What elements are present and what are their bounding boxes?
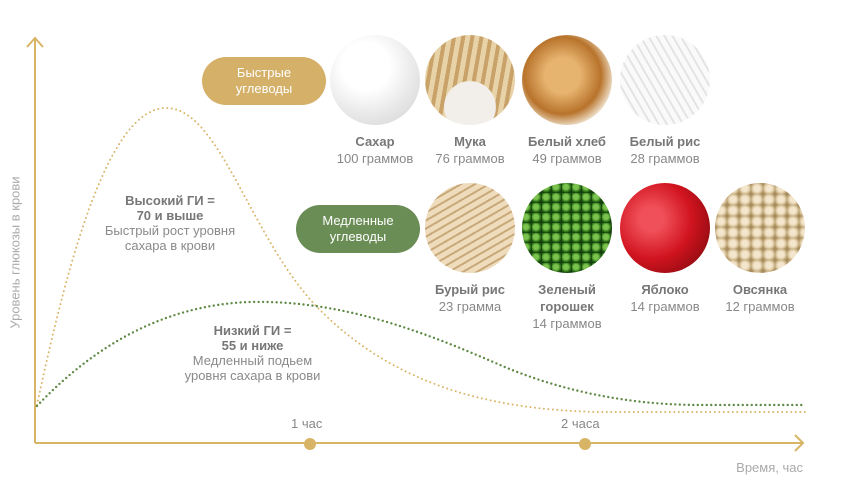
food-oats: Овсянка 12 граммов [710, 183, 810, 315]
x-axis [35, 434, 805, 452]
low-gi-desc2: уровня сахара в крови [184, 368, 321, 383]
y-axis [26, 36, 44, 443]
food-white-rice: Белый рис 28 граммов [615, 35, 715, 167]
food-name: Овсянка [732, 282, 788, 297]
food-flour: Мука 76 граммов [420, 35, 520, 167]
red-apple-image [620, 183, 710, 273]
tick-1h [304, 438, 316, 450]
low-gi-title2: 55 и ниже [221, 338, 284, 353]
food-amount: 12 граммов [725, 299, 795, 314]
food-name: Мука [454, 134, 486, 149]
low-gi-desc1: Медленный подьем [192, 353, 313, 368]
oat-flakes-image [715, 183, 805, 273]
brown-rice-image [425, 183, 515, 273]
y-axis-label: Уровень глюкозы в крови [7, 176, 23, 329]
food-amount: 100 граммов [336, 151, 414, 166]
low-gi-note: Низкий ГИ = 55 и ниже Медленный подьем у… [170, 323, 335, 383]
tick-label-1h: 1 час [291, 416, 323, 431]
white-bread-image [522, 35, 612, 125]
white-rice-image [620, 35, 710, 125]
food-name: Белый рис [629, 134, 701, 149]
low-gi-curve [35, 300, 807, 408]
tick-label-2h: 2 часа [561, 416, 600, 431]
food-name: Зеленый горошек [538, 282, 596, 314]
fast-label2: углеводы [235, 81, 293, 96]
food-sugar: Сахар 100 граммов [325, 35, 425, 167]
fast-carbs-badge: Быстрые углеводы [202, 57, 326, 105]
flour-wheat-image [425, 35, 515, 125]
food-apple: Яблоко 14 граммов [615, 183, 715, 315]
high-gi-desc1: Быстрый рост уровня [104, 223, 236, 238]
tick-2h [579, 438, 591, 450]
food-amount: 23 грамма [438, 299, 502, 314]
food-amount: 14 граммов [630, 299, 700, 314]
fast-label1: Быстрые [236, 65, 292, 80]
food-name: Яблоко [641, 282, 689, 297]
slow-carbs-badge: Медленные углеводы [296, 205, 420, 253]
food-name: Сахар [355, 134, 395, 149]
food-white-bread: Белый хлеб 49 граммов [517, 35, 617, 167]
high-gi-desc2: сахара в крови [124, 238, 216, 253]
food-amount: 76 граммов [435, 151, 505, 166]
low-gi-title1: Низкий ГИ = [213, 323, 292, 338]
food-amount: 14 граммов [532, 316, 602, 331]
green-peas-image [522, 183, 612, 273]
high-gi-title2: 70 и выше [136, 208, 204, 223]
slow-label1: Медленные [322, 213, 394, 228]
food-amount: 28 граммов [630, 151, 700, 166]
sugar-cubes-image [330, 35, 420, 125]
food-brown-rice: Бурый рис 23 грамма [420, 183, 520, 315]
food-name: Бурый рис [434, 282, 506, 297]
food-green-peas: Зеленый горошек 14 граммов [517, 183, 617, 332]
high-gi-title1: Высокий ГИ = [125, 193, 215, 208]
slow-label2: углеводы [329, 229, 387, 244]
food-name: Белый хлеб [528, 134, 606, 149]
food-amount: 49 граммов [532, 151, 602, 166]
x-axis-label: Время, час [736, 460, 803, 475]
high-gi-note: Высокий ГИ = 70 и выше Быстрый рост уров… [95, 193, 245, 253]
